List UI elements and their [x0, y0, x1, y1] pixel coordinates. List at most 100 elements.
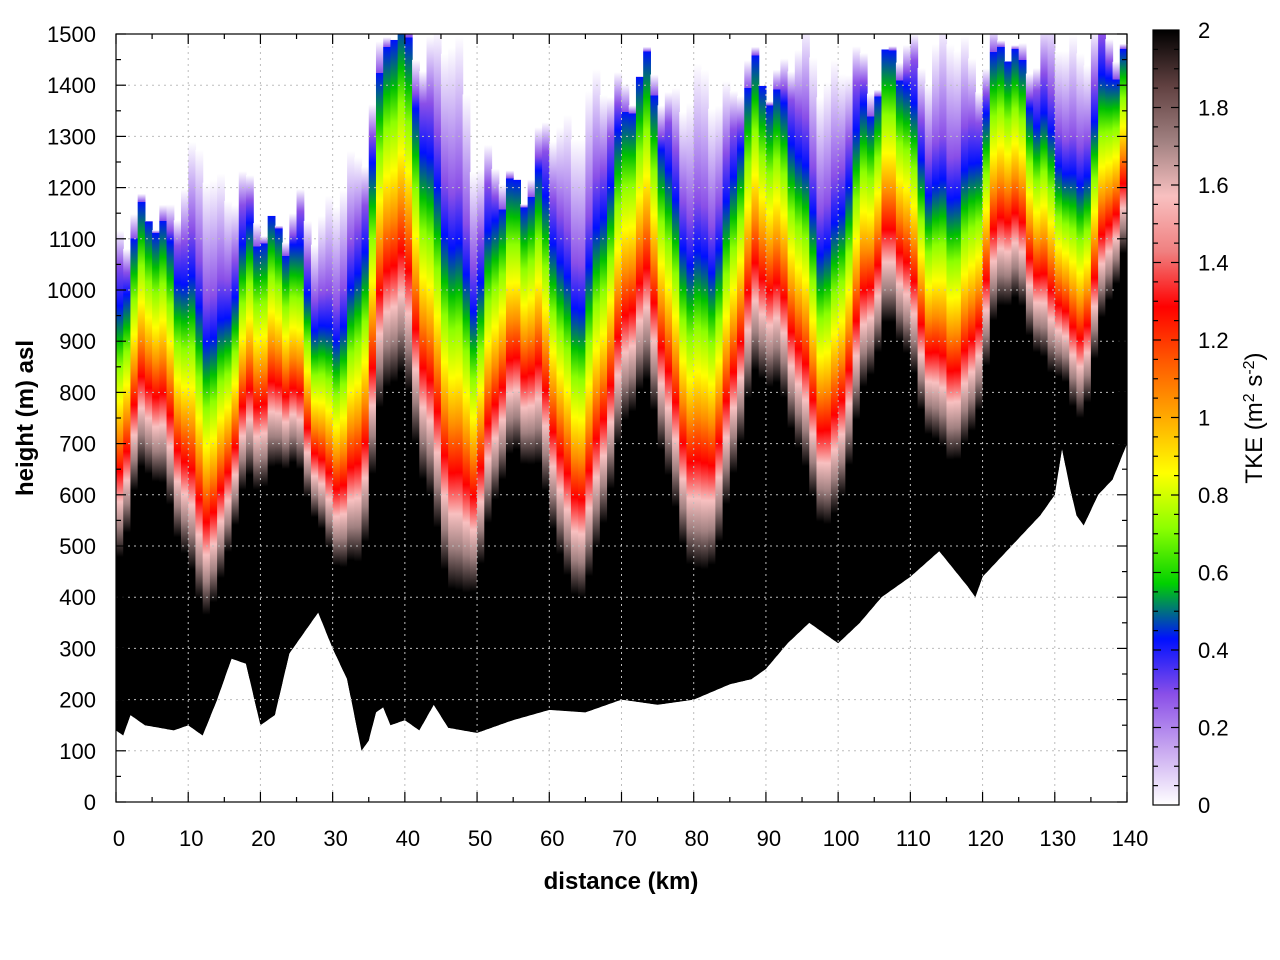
tke-column — [917, 67, 926, 568]
tke-column — [722, 80, 731, 686]
tke-column — [484, 144, 493, 730]
tke-column — [802, 34, 810, 627]
tke-column — [152, 230, 160, 728]
y-tick-label: 1000 — [47, 278, 96, 303]
tke-column — [245, 175, 254, 680]
x-tick-label: 120 — [967, 826, 1004, 851]
y-axis-title: height (m) asl — [12, 340, 39, 496]
tke-column — [1004, 61, 1013, 550]
tke-column — [354, 157, 363, 733]
tke-column — [1076, 53, 1085, 521]
tke-column — [867, 93, 875, 611]
tke-column — [469, 172, 478, 733]
tke-column — [339, 189, 348, 672]
colorbar-tick-label: 1.6 — [1198, 173, 1229, 198]
y-tick-label: 300 — [59, 636, 96, 661]
tke-column — [325, 195, 334, 640]
tke-column — [657, 105, 666, 705]
tke-column — [195, 149, 204, 733]
tke-column — [123, 248, 132, 726]
tke-column — [318, 215, 327, 622]
x-axis-tick-labels: 0 10 20 30 40 50 60 70 80 90 100 110 120 130 140 — [113, 826, 1148, 851]
tke-column — [426, 35, 435, 712]
tke-column — [1040, 34, 1049, 511]
x-tick-label: 40 — [396, 826, 420, 851]
tke-column — [238, 171, 247, 663]
x-tick-label: 50 — [468, 826, 492, 851]
tke-column — [838, 74, 846, 640]
tke-column — [997, 40, 1005, 558]
x-tick-label: 110 — [896, 826, 931, 851]
tke-column — [1083, 65, 1092, 518]
tke-column — [289, 213, 298, 649]
tke-column — [852, 46, 861, 627]
tke-column — [975, 92, 984, 587]
tke-column — [1018, 43, 1027, 535]
x-tick-label: 90 — [757, 826, 781, 851]
terrain-ground — [116, 443, 1127, 802]
tke-column — [888, 46, 897, 590]
y-tick-label: 800 — [59, 380, 96, 405]
y-axis-tick-labels: 0 100 200 300 400 500 600 700 800 900 1000 1100 1200… — [47, 22, 96, 815]
tke-column — [1119, 43, 1127, 453]
colorbar-title-sup2: -2 — [1241, 360, 1258, 374]
tke-column — [347, 150, 355, 698]
tke-column — [188, 141, 197, 728]
colorbar-ticks — [1153, 48, 1179, 787]
plot-area — [115, 33, 1128, 803]
colorbar-title-prefix: TKE (m — [1241, 402, 1268, 483]
tke-column — [982, 68, 991, 573]
tke-column — [282, 242, 290, 669]
tke-column — [830, 59, 839, 641]
tke-column — [375, 41, 384, 710]
colorbar-tick-labels: 0 0.2 0.4 0.6 0.8 1 1.2 1.4 1.6 1.8 2 — [1198, 18, 1229, 818]
tke-column — [758, 85, 767, 672]
colorbar-tick-label: 1.2 — [1198, 328, 1229, 353]
tke-column — [1025, 73, 1034, 527]
tke-column — [953, 50, 962, 574]
tke-column — [556, 126, 565, 711]
tke-column — [296, 188, 305, 639]
tke-column — [166, 204, 175, 730]
x-tick-label: 10 — [179, 826, 203, 851]
tke-column — [946, 44, 955, 565]
tke-column — [383, 37, 392, 717]
tke-column — [440, 53, 449, 722]
tke-column — [1047, 34, 1056, 500]
tke-column — [498, 184, 507, 724]
tke-column — [534, 127, 543, 713]
colorbar-tick-label: 1 — [1198, 406, 1210, 431]
y-tick-label: 1500 — [47, 22, 96, 47]
tke-column — [708, 108, 716, 692]
axis-ticks — [115, 33, 1128, 803]
tke-column — [173, 220, 182, 730]
tke-column — [1069, 34, 1078, 500]
tke-column — [231, 204, 240, 660]
tke-column — [303, 220, 312, 628]
tke-column — [217, 173, 225, 690]
tke-column — [527, 179, 536, 715]
tke-column — [744, 60, 753, 680]
colorbar-title: TKE (m2 s-2) — [1241, 352, 1269, 483]
tke-column — [477, 169, 485, 732]
y-tick-label: 1200 — [47, 176, 96, 201]
colorbar-tick-label: 2 — [1198, 18, 1210, 43]
colorbar-tick-label: 0.2 — [1198, 716, 1229, 741]
tke-column — [932, 44, 940, 555]
tke-column — [1054, 50, 1063, 472]
tke-column — [563, 114, 572, 712]
tke-column — [455, 35, 464, 730]
tke-column — [116, 230, 124, 733]
tke-column — [874, 89, 883, 602]
tke-column — [253, 223, 262, 710]
tke-column — [859, 53, 868, 619]
tke-column — [310, 244, 319, 618]
tke-column — [180, 188, 189, 727]
tke-column — [549, 141, 558, 711]
tke-column — [960, 35, 969, 583]
tke-column — [130, 214, 139, 718]
tke-column — [700, 69, 709, 695]
colorbar-tick-label: 1.4 — [1198, 251, 1229, 276]
tke-column — [599, 95, 608, 706]
